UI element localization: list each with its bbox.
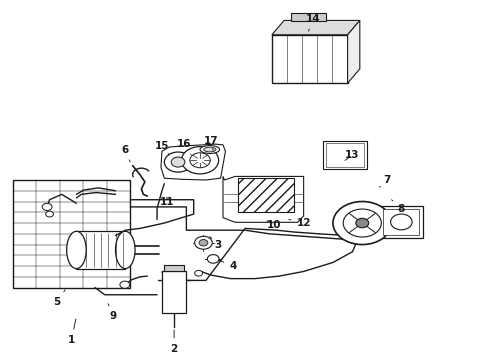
Text: 6: 6 — [122, 144, 130, 162]
Circle shape — [195, 236, 212, 249]
Text: 8: 8 — [392, 200, 405, 214]
Circle shape — [343, 209, 381, 237]
Bar — [76, 231, 125, 269]
Circle shape — [190, 153, 210, 168]
Bar — [164, 265, 184, 271]
Circle shape — [391, 214, 412, 230]
Text: 15: 15 — [155, 141, 169, 155]
Text: 11: 11 — [160, 197, 174, 207]
Text: 13: 13 — [345, 150, 360, 161]
Text: 10: 10 — [267, 220, 282, 230]
Ellipse shape — [67, 231, 86, 269]
Circle shape — [195, 270, 202, 276]
Polygon shape — [272, 21, 360, 35]
Polygon shape — [347, 21, 360, 83]
Text: 5: 5 — [53, 290, 65, 307]
Ellipse shape — [116, 231, 135, 269]
Circle shape — [356, 218, 368, 228]
Circle shape — [171, 157, 185, 167]
Bar — [162, 271, 186, 313]
Text: 1: 1 — [68, 319, 76, 345]
Text: 4: 4 — [218, 260, 237, 271]
Bar — [383, 209, 419, 235]
Text: 12: 12 — [289, 218, 311, 228]
Text: 16: 16 — [177, 139, 191, 155]
Circle shape — [120, 281, 130, 288]
Text: 2: 2 — [171, 330, 178, 354]
Text: 14: 14 — [306, 14, 321, 31]
Bar — [292, 13, 326, 21]
Bar — [272, 35, 347, 83]
Circle shape — [333, 202, 392, 244]
Circle shape — [42, 203, 52, 211]
Bar — [238, 178, 294, 212]
Text: 3: 3 — [210, 237, 222, 249]
Polygon shape — [223, 176, 304, 222]
Bar — [323, 140, 367, 169]
Circle shape — [181, 147, 219, 174]
Bar — [379, 206, 423, 238]
Polygon shape — [161, 144, 225, 180]
Circle shape — [46, 211, 53, 217]
Circle shape — [207, 255, 219, 263]
Bar — [326, 143, 364, 167]
Text: 7: 7 — [379, 175, 391, 187]
Text: 9: 9 — [108, 304, 117, 321]
Circle shape — [164, 152, 192, 172]
Text: 17: 17 — [203, 136, 218, 150]
Bar — [13, 180, 130, 288]
Ellipse shape — [200, 145, 220, 153]
Circle shape — [199, 239, 208, 246]
Ellipse shape — [204, 147, 216, 152]
